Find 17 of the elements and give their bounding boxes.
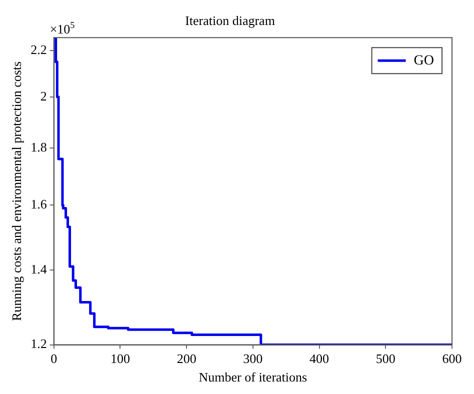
y-tick-label: 2	[40, 88, 47, 104]
y-tick-label: 1.6	[30, 196, 48, 212]
x-tick-label: 600	[442, 351, 462, 366]
y-axis-title: Running costs and environmental protection costs	[9, 61, 24, 321]
legend-label: GO	[414, 53, 434, 68]
x-tick-label: 0	[50, 351, 58, 366]
y-tick-label: 2.2	[30, 42, 47, 58]
y-tick-label: 1.8	[30, 139, 47, 154]
y-tick-label: 1.4	[30, 261, 48, 276]
x-tick-label: 100	[110, 351, 130, 366]
chart-title: Iteration diagram	[185, 13, 275, 28]
x-tick-label: 500	[376, 351, 396, 366]
y-tick-label: 1.2	[30, 336, 47, 352]
x-axis-title: Number of iterations	[198, 370, 308, 385]
x-tick-label: 200	[176, 351, 196, 366]
x-tick-label: 300	[243, 351, 263, 366]
x-tick-label: 400	[310, 351, 330, 366]
